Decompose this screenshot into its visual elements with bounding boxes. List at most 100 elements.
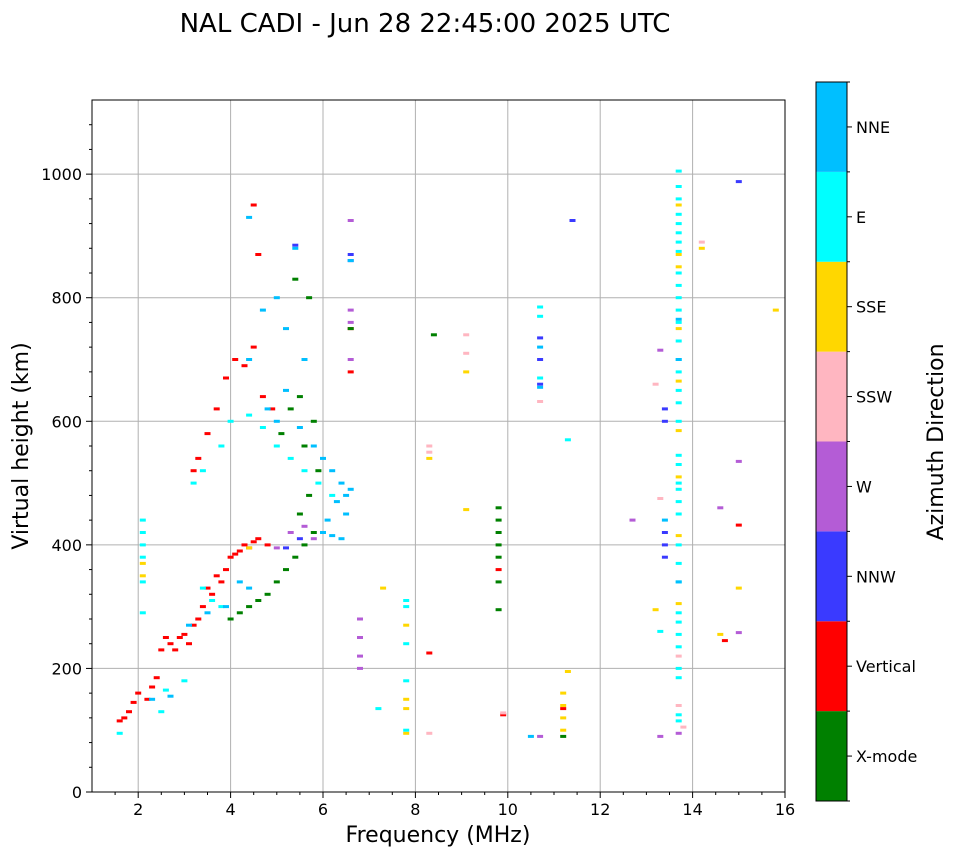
data-point [204, 432, 211, 436]
x-tick-label: 2 [133, 800, 143, 819]
data-point [227, 555, 234, 559]
colorbar-segment [816, 171, 847, 262]
data-point [537, 400, 544, 403]
data-point [338, 481, 345, 485]
data-point [560, 728, 567, 732]
data-point [717, 506, 724, 510]
data-point [675, 320, 682, 324]
data-point [126, 710, 132, 714]
data-point [537, 376, 544, 380]
data-point [675, 240, 682, 244]
data-point [338, 537, 345, 541]
data-point [675, 265, 682, 269]
data-point [273, 419, 280, 423]
data-point [403, 605, 410, 609]
data-point [347, 259, 354, 263]
data-point [213, 407, 220, 411]
data-point [292, 246, 299, 250]
data-point [657, 497, 664, 500]
data-point [296, 426, 303, 429]
data-point [675, 620, 682, 624]
y-tick-label: 800 [51, 289, 82, 308]
data-point [675, 370, 682, 374]
data-point [426, 444, 433, 448]
data-point [236, 611, 243, 615]
data-point [500, 711, 507, 715]
data-point [139, 543, 146, 547]
data-point [223, 605, 229, 609]
data-point [190, 623, 197, 627]
data-point [301, 469, 308, 473]
data-point [273, 546, 280, 550]
data-point [246, 215, 253, 219]
data-point [329, 493, 336, 497]
data-point [495, 506, 502, 510]
data-point [296, 395, 303, 399]
data-point [675, 212, 682, 216]
data-point [139, 580, 146, 584]
data-point [403, 731, 410, 735]
data-point [560, 716, 567, 720]
data-point [735, 459, 742, 463]
x-tick-label: 10 [498, 800, 518, 819]
data-point [675, 388, 682, 392]
data-point [675, 500, 682, 504]
data-point [495, 531, 502, 534]
x-tick-label: 8 [410, 800, 420, 819]
data-point [537, 336, 544, 340]
series-w [273, 219, 742, 738]
data-point [426, 731, 433, 735]
data-point [301, 524, 308, 528]
data-point [347, 308, 354, 312]
data-point [661, 555, 668, 559]
data-point [463, 333, 470, 337]
data-point [259, 426, 266, 429]
data-point [357, 617, 363, 621]
data-point [564, 438, 571, 442]
data-point [537, 734, 544, 738]
data-point [426, 450, 433, 454]
data-point [186, 623, 192, 627]
data-point [463, 508, 470, 512]
data-point [675, 317, 682, 321]
data-point [735, 586, 742, 590]
data-point [209, 599, 216, 602]
data-point [698, 240, 705, 244]
data-point [204, 611, 211, 615]
data-point [675, 197, 682, 201]
data-point [227, 419, 234, 423]
data-point [296, 537, 303, 541]
data-point [199, 469, 206, 473]
data-point [158, 648, 165, 652]
data-point [675, 543, 682, 547]
data-point [403, 707, 410, 711]
data-point [564, 670, 571, 673]
data-point [675, 602, 682, 606]
data-point [287, 456, 294, 460]
data-point [560, 704, 567, 707]
data-point [181, 679, 188, 683]
data-point [218, 605, 225, 609]
data-point [269, 407, 276, 411]
data-point [232, 358, 239, 361]
data-point [347, 320, 354, 324]
data-point [149, 697, 156, 701]
data-point [675, 512, 682, 516]
data-point [463, 351, 470, 355]
data-point [209, 592, 216, 596]
data-point [116, 719, 123, 723]
data-point [218, 580, 225, 584]
x-tick-label: 12 [590, 800, 610, 819]
data-point [357, 636, 363, 639]
x-axis-label: Frequency (MHz) [346, 823, 531, 848]
data-point [139, 574, 146, 578]
data-point [190, 469, 197, 473]
data-point [139, 518, 146, 522]
data-point [403, 599, 410, 602]
data-point [116, 731, 123, 735]
data-point [241, 364, 248, 368]
data-point [329, 469, 336, 473]
data-point [176, 636, 183, 639]
data-point [315, 481, 322, 485]
data-point [675, 611, 682, 615]
